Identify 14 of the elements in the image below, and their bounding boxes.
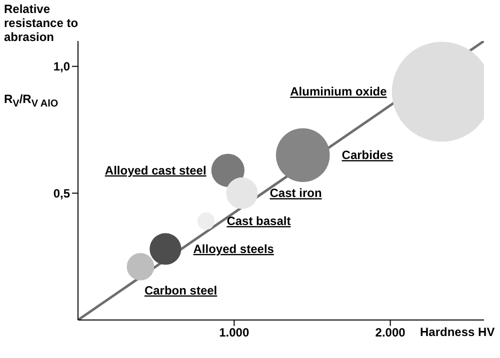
y-axis-title: Relative resistance to abrasion: [4, 2, 78, 44]
x-axis-title: Hardness HV: [420, 325, 495, 339]
series-label: Aluminium oxide: [290, 84, 388, 99]
series-label: Cast basalt: [226, 214, 291, 228]
series-label: Alloyed steels: [193, 242, 274, 256]
x-tick-label: 1.000: [219, 326, 250, 340]
y-tick-label: 1,0: [53, 60, 70, 74]
text: R$_{V}$/R$_{V AlO}$: [4, 92, 58, 110]
series-label: Carbides: [342, 148, 394, 162]
x-tick-label: 2.000: [375, 326, 406, 340]
series-label: Carbon steel: [144, 283, 218, 298]
series-label: Cast iron: [270, 186, 322, 200]
y-tick-label: 0,5: [53, 186, 70, 200]
series-label: Alloyed cast steel: [104, 163, 206, 178]
